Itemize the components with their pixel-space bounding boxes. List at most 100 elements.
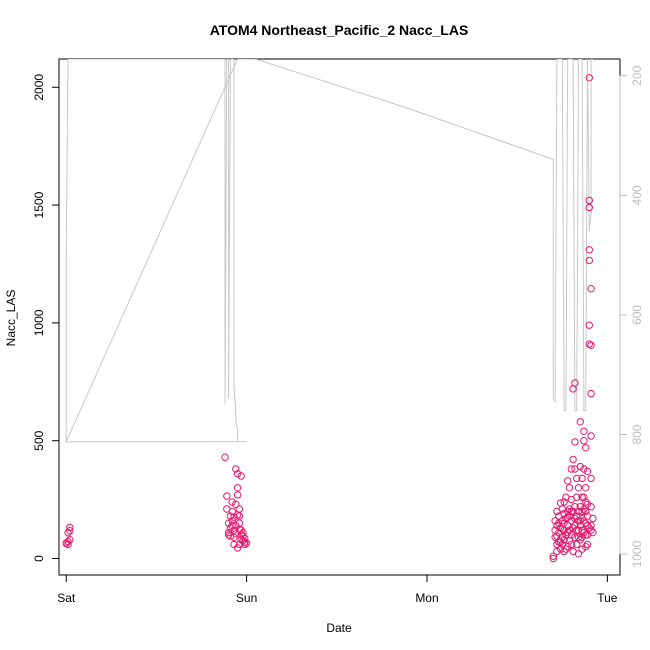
data-point: [583, 467, 592, 475]
data-point: [574, 526, 583, 534]
data-point: [569, 455, 577, 464]
data-point: [582, 444, 590, 452]
data-point: [587, 285, 595, 293]
data-point: [583, 521, 592, 530]
data-point: [556, 524, 565, 532]
data-point: [233, 470, 242, 478]
data-point: [578, 493, 586, 501]
data-point: [221, 453, 229, 461]
data-point: [556, 545, 565, 553]
data-point: [64, 537, 72, 546]
y-tick-label: 2000: [32, 74, 46, 101]
data-point: [573, 474, 581, 483]
y2-tick-label: 1000: [630, 540, 644, 567]
data-point: [62, 539, 70, 548]
data-point: [585, 340, 593, 348]
data-point: [233, 491, 242, 499]
data-point: [585, 256, 593, 265]
data-point: [228, 498, 236, 506]
data-point: [585, 203, 593, 212]
data-point: [573, 540, 581, 549]
data-point: [223, 492, 231, 500]
y-tick-label: 500: [32, 430, 46, 450]
data-point: [580, 437, 588, 445]
data-point: [560, 498, 568, 506]
data-point: [587, 503, 595, 511]
data-point: [235, 519, 244, 527]
data-point: [585, 74, 593, 82]
data-point: [553, 532, 561, 540]
data-point: [226, 512, 235, 520]
primary-series-points: [62, 74, 597, 563]
data-point: [564, 528, 572, 537]
data-point: [580, 427, 588, 435]
y2-tick-label: 400: [630, 185, 644, 205]
data-point: [228, 521, 236, 530]
data-point: [587, 474, 595, 483]
data-point: [571, 514, 579, 523]
data-point: [230, 533, 238, 541]
x-axis-label: Date: [326, 621, 352, 635]
data-point: [580, 465, 588, 473]
data-point: [241, 534, 249, 543]
data-point: [66, 527, 74, 535]
data-point: [571, 379, 579, 387]
data-point: [235, 512, 244, 520]
data-point: [582, 543, 590, 551]
data-point: [585, 524, 593, 532]
data-point: [578, 514, 586, 523]
x-tick-label: Sat: [57, 591, 76, 605]
data-point: [549, 554, 557, 563]
y-axis: 0 500 1000 1500 2000: [32, 74, 60, 562]
y2-axis: 200 400 600 800 1000: [619, 65, 644, 567]
data-point: [235, 505, 244, 513]
data-point: [565, 526, 574, 534]
data-point: [571, 438, 579, 446]
data-point: [573, 493, 581, 501]
y2-tick-label: 800: [630, 424, 644, 444]
data-point: [237, 536, 245, 544]
data-point: [560, 536, 568, 544]
data-point: [560, 547, 568, 556]
data-point: [585, 196, 593, 205]
data-point: [574, 484, 583, 492]
data-point: [578, 533, 586, 541]
data-point: [237, 472, 245, 480]
data-point: [549, 552, 557, 560]
data-point: [233, 484, 242, 492]
data-point: [576, 418, 584, 426]
data-point: [582, 507, 590, 516]
data-point: [555, 519, 563, 527]
data-point: [241, 538, 249, 546]
data-point: [233, 544, 242, 552]
data-point: [567, 507, 575, 516]
data-point: [582, 498, 590, 506]
data-point: [565, 484, 574, 492]
data-point: [66, 523, 74, 532]
plot-frame: [58, 58, 621, 576]
data-point: [578, 507, 586, 516]
data-point: [580, 505, 588, 513]
data-point: [232, 465, 240, 473]
secondary-series-line: [65, 59, 593, 443]
data-point: [553, 547, 561, 556]
y-tick-label: 1000: [32, 309, 46, 336]
data-point: [564, 513, 572, 521]
data-point: [567, 465, 575, 473]
data-point: [587, 341, 595, 349]
data-point: [569, 547, 577, 556]
data-point: [571, 533, 579, 541]
data-point: [230, 526, 238, 534]
data-point: [558, 525, 566, 533]
data-point: [583, 540, 592, 549]
data-point: [585, 246, 593, 254]
data-point: [587, 389, 595, 398]
y-tick-label: 1500: [32, 191, 46, 218]
secondary-line-path: [65, 59, 593, 443]
x-tick-label: Sun: [236, 591, 257, 605]
x-tick-label: Tue: [597, 591, 618, 605]
x-tick-label: Mon: [415, 591, 438, 605]
data-point: [565, 505, 574, 513]
data-point: [571, 521, 579, 530]
